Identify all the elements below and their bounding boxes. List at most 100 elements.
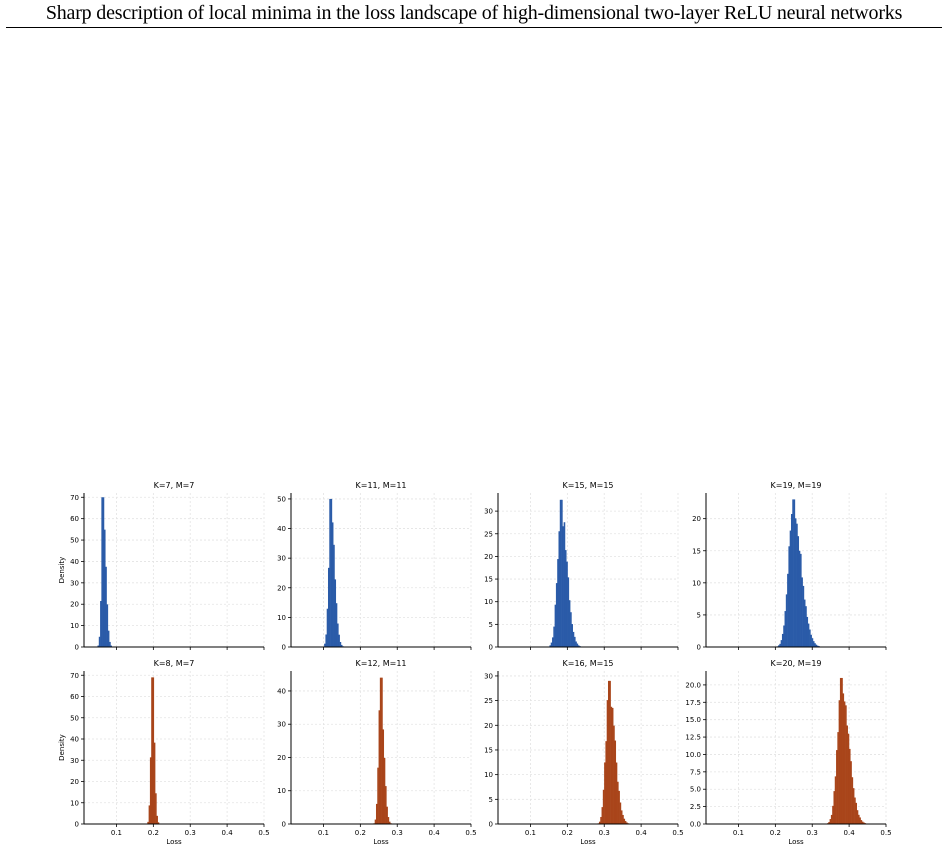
- histogram-bar: [624, 821, 627, 824]
- histogram-bar: [816, 645, 819, 647]
- histogram-bar: [858, 814, 860, 824]
- histogram-bar: [102, 497, 105, 647]
- y-tick-label: 50: [70, 714, 79, 722]
- histogram-bar: [611, 707, 614, 824]
- y-tick-label: 30: [277, 555, 286, 563]
- histogram-bar: [338, 634, 340, 647]
- histogram-bar: [98, 636, 101, 647]
- histogram-bar: [833, 791, 836, 824]
- histogram-bar: [780, 640, 783, 647]
- y-tick-label: 0: [75, 821, 79, 829]
- histogram-bar: [562, 526, 564, 647]
- histogram-bar: [787, 573, 789, 647]
- x-tick-label: 0.1: [111, 829, 122, 837]
- histogram-bar: [555, 583, 558, 647]
- histogram-bar: [333, 544, 335, 647]
- histogram-bar: [381, 677, 383, 824]
- histogram-bar: [851, 777, 854, 824]
- subplot-6: 0.1 0.2 0.3 0.4 0.5 0 10 20 30 40 K=12, M=11 Loss: [277, 659, 476, 845]
- histogram-bar: [805, 606, 807, 647]
- y-tick-label: 60: [70, 515, 79, 523]
- page-title: Sharp description of local minima in the…: [45, 2, 903, 24]
- histogram-bar: [109, 641, 111, 647]
- histogram-bar: [830, 814, 833, 824]
- histogram-bar: [854, 797, 856, 824]
- y-tick-label: 5: [489, 796, 493, 804]
- histogram-bar: [856, 810, 859, 824]
- x-axis-label: Loss: [580, 838, 596, 845]
- histogram-bar: [383, 757, 386, 824]
- histogram-bar: [382, 729, 385, 824]
- histogram-bar: [837, 732, 839, 824]
- histogram-bar: [801, 577, 803, 647]
- x-axis-label: Loss: [788, 838, 804, 845]
- x-tick-label: 0.4: [429, 829, 441, 837]
- histogram-bar: [604, 762, 606, 824]
- y-tick-label: 0: [489, 644, 493, 652]
- histogram-bar: [834, 776, 837, 824]
- subplot-8: 0.1 0.2 0.3 0.4 0.5 0.0 2.5 5.0 7.5 10.0 12.5 15.0 1…: [685, 659, 891, 845]
- histogram-bar: [156, 815, 158, 824]
- y-tick-label: 70: [70, 494, 79, 502]
- histogram-bar: [110, 645, 113, 647]
- histogram-bar: [558, 531, 561, 647]
- histogram-bar: [794, 518, 797, 647]
- y-tick-label: 5: [489, 621, 493, 629]
- histogram-bar: [325, 634, 328, 647]
- y-tick-label: 25: [484, 530, 493, 538]
- histogram-bar: [622, 814, 624, 824]
- subplot-title: K=16, M=15: [563, 659, 614, 668]
- histogram-bar: [615, 762, 618, 824]
- y-tick-label: 30: [484, 672, 493, 680]
- subplot-title: K=7, M=7: [154, 481, 195, 490]
- y-tick-label: 0.0: [690, 821, 701, 829]
- x-tick-label: 0.2: [562, 829, 573, 837]
- histogram-bar: [796, 523, 798, 647]
- y-tick-label: 15.0: [685, 716, 701, 724]
- x-tick-label: 0.5: [880, 829, 891, 837]
- x-tick-label: 0.1: [525, 829, 536, 837]
- y-tick-label: 0: [489, 821, 493, 829]
- y-tick-label: 20: [484, 722, 493, 730]
- subplot-2: 0 10 20 30 40 50 K=11, M=11: [277, 481, 472, 652]
- subplot-title: K=8, M=7: [154, 659, 195, 668]
- histogram-bar: [798, 550, 801, 647]
- histogram-bar: [781, 633, 784, 647]
- histogram-bar: [385, 786, 387, 824]
- histogram-bar: [155, 793, 157, 824]
- histogram-bar: [327, 567, 330, 647]
- histogram-bar: [623, 818, 626, 824]
- histogram-bar: [626, 822, 628, 824]
- x-tick-label: 0.4: [636, 829, 648, 837]
- y-tick-label: 20: [70, 778, 79, 786]
- histogram-bar: [576, 643, 579, 647]
- histogram-bar: [845, 705, 847, 824]
- histogram-bar: [861, 821, 864, 824]
- histogram-bar: [100, 601, 102, 647]
- histogram-bar: [557, 559, 559, 647]
- histogram-bar: [783, 625, 785, 647]
- histogram-bar: [838, 700, 841, 824]
- x-tick-label: 0.3: [392, 829, 403, 837]
- histogram-bar: [374, 819, 377, 824]
- histogram-bar: [811, 638, 814, 647]
- histogram-bar: [326, 608, 329, 647]
- histogram-bar: [339, 641, 342, 647]
- histogram-bar: [829, 819, 832, 824]
- histogram-bar: [335, 603, 338, 647]
- page-header: Sharp description of local minima in the…: [6, 0, 942, 28]
- histogram-bar: [841, 677, 843, 824]
- histogram-bar: [855, 802, 858, 824]
- histogram-bar: [797, 536, 800, 647]
- histogram-bar: [375, 803, 378, 824]
- histogram-bar: [848, 748, 851, 824]
- histogram-bar: [386, 806, 388, 824]
- histogram-bar: [807, 623, 810, 647]
- x-tick-label: 0.1: [733, 829, 744, 837]
- histogram-bar: [806, 616, 809, 647]
- subplot-5: 0.1 0.2 0.3 0.4 0.5 0 10 20 30 40 50 60 70 K=8, M=7 De…: [58, 659, 270, 845]
- x-tick-label: 0.2: [770, 829, 781, 837]
- histogram-bar: [606, 700, 609, 824]
- histogram-bar: [337, 623, 339, 647]
- histogram-bar: [377, 767, 379, 824]
